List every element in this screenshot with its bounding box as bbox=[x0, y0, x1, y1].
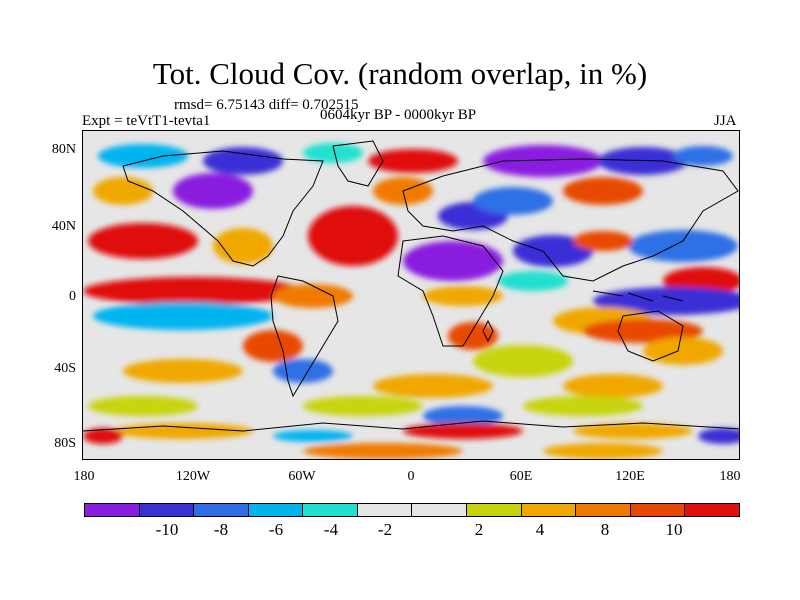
period-text: 0604kyr BP - 0000kyr BP bbox=[320, 107, 477, 123]
colorbar-swatch-9 bbox=[576, 504, 631, 516]
colorbar-swatch-10 bbox=[630, 504, 686, 516]
colorbar-label-2: 2 bbox=[474, 520, 484, 539]
lon-label-180w: 180 bbox=[73, 469, 95, 484]
colorbar-label-neg10: -10 bbox=[155, 520, 179, 539]
colorbar-swatch-1 bbox=[139, 504, 195, 516]
anomaly-patches bbox=[83, 143, 739, 459]
lat-label-80s: 80S bbox=[54, 436, 76, 451]
lon-label-60w: 60W bbox=[288, 469, 316, 484]
lat-label-40s: 40S bbox=[54, 361, 76, 376]
colorbar-swatch-2 bbox=[194, 504, 249, 516]
lon-label-60e: 60E bbox=[509, 469, 533, 484]
colorbar-swatch-7 bbox=[467, 504, 522, 516]
coastlines bbox=[83, 140, 739, 432]
colorbar-swatch-3 bbox=[248, 504, 304, 516]
colorbar-swatch-8 bbox=[521, 504, 577, 516]
map-panel bbox=[82, 130, 740, 460]
lon-label-0: 0 bbox=[407, 469, 415, 484]
colorbar-label-4: 4 bbox=[535, 520, 545, 539]
colorbar-swatch-0 bbox=[85, 504, 140, 516]
lat-label-40n: 40N bbox=[51, 219, 76, 234]
colorbar-swatch-6 bbox=[412, 504, 468, 516]
anomaly-field bbox=[83, 140, 739, 459]
colorbar bbox=[84, 503, 740, 517]
colorbar-label-8: 8 bbox=[600, 520, 610, 539]
experiment-text: Expt = teVtT1-tevta1 bbox=[82, 113, 211, 129]
lat-label-80n: 80N bbox=[51, 142, 76, 157]
rmsd-diff-text: rmsd= 6.75143 diff= 0.702515 bbox=[174, 97, 359, 113]
colorbar-label-neg4: -4 bbox=[323, 520, 339, 539]
colorbar-label-neg8: -8 bbox=[213, 520, 229, 539]
lat-label-0: 0 bbox=[69, 289, 76, 304]
colorbar-swatch-5 bbox=[357, 504, 413, 516]
lon-label-180e: 180 bbox=[719, 469, 741, 484]
map-title: Tot. Cloud Cov. (random overlap, in %) bbox=[152, 56, 648, 91]
colorbar-label-10: 10 bbox=[665, 520, 683, 539]
colorbar-swatch-4 bbox=[303, 504, 358, 516]
colorbar-label-neg6: -6 bbox=[268, 520, 284, 539]
lon-label-120w: 120W bbox=[175, 469, 211, 484]
colorbar-swatch-11 bbox=[685, 504, 739, 516]
colorbar-label-neg2: -2 bbox=[377, 520, 393, 539]
season-text: JJA bbox=[714, 113, 737, 129]
lon-label-120e: 120E bbox=[615, 469, 645, 484]
